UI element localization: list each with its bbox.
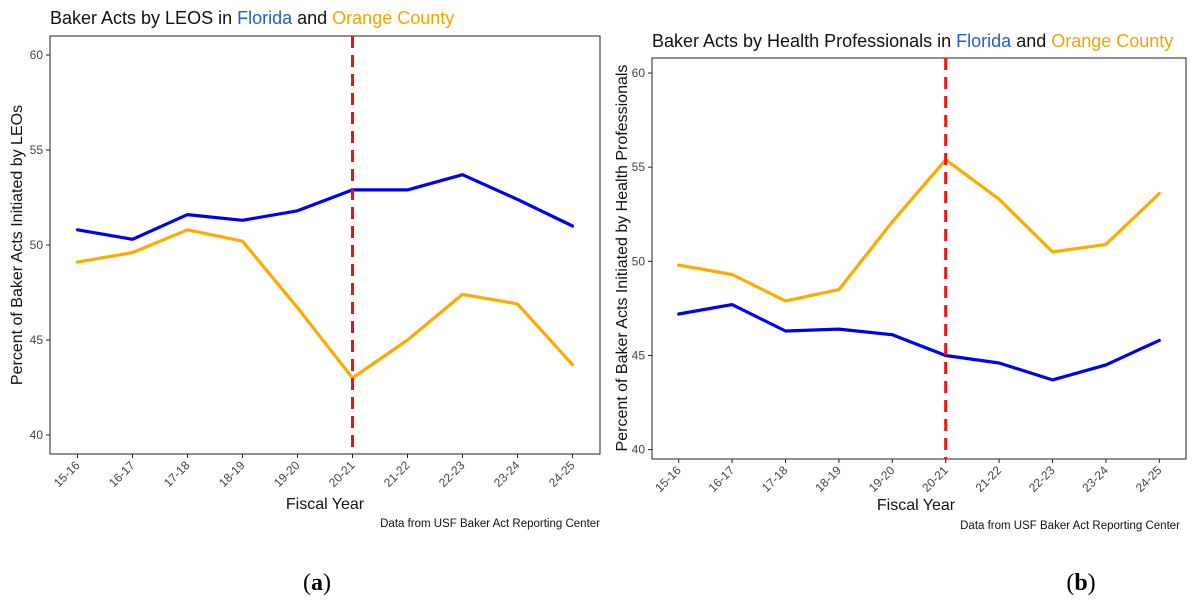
orange-title-word: Orange County: [1051, 31, 1173, 51]
y-tick-label: 40: [30, 428, 44, 442]
source-note: Data from USF Baker Act Reporting Center: [380, 518, 600, 530]
x-tick-label: 19-20: [271, 458, 303, 490]
x-tick-label: 16-17: [106, 458, 138, 490]
y-tick-label: 55: [632, 160, 646, 174]
x-tick-label: 24-25: [546, 458, 578, 490]
panel-label: (a): [303, 570, 331, 596]
florida-title-word: Florida: [956, 31, 1012, 51]
x-tick-label: 17-18: [161, 458, 193, 490]
x-tick-label: 17-18: [759, 463, 791, 495]
y-axis-title: Percent of Baker Acts Initiated by Healt…: [614, 65, 631, 452]
y-tick-label: 50: [30, 238, 44, 252]
panel-a-leos: Baker Acts by LEOS in Florida and Orange…: [9, 8, 601, 596]
x-tick-label: 18-19: [812, 463, 844, 495]
orange-series-line: [677, 158, 1161, 303]
plot-frame: [651, 57, 1187, 460]
x-tick-label: 24-25: [1133, 463, 1165, 495]
x-axis-title: Fiscal Year: [877, 497, 956, 514]
y-tick-label: 45: [30, 333, 44, 347]
y-tick-label: 45: [632, 348, 646, 362]
orange-series-line: [75, 228, 575, 380]
x-tick-label: 21-22: [973, 463, 1005, 495]
y-tick-label: 40: [632, 443, 646, 457]
x-tick-label: 21-22: [381, 458, 413, 490]
x-tick-label: 23-24: [491, 458, 523, 490]
x-axis-title: Fiscal Year: [286, 496, 365, 513]
orange-title-word: Orange County: [332, 8, 454, 28]
x-tick-label: 22-23: [436, 458, 468, 490]
florida-series-line: [75, 173, 575, 241]
chart-title: Baker Acts by Health Professionals in Fl…: [652, 31, 1173, 51]
x-tick-label: 15-16: [51, 458, 83, 490]
y-tick-label: 60: [30, 48, 44, 62]
florida-series-line: [677, 303, 1161, 382]
x-tick-label: 20-21: [919, 463, 951, 495]
y-tick-label: 60: [632, 66, 646, 80]
x-tick-label: 16-17: [706, 463, 738, 495]
panel-label: (b): [1066, 570, 1095, 596]
x-tick-label: 18-19: [216, 458, 248, 490]
y-axis-title: Percent of Baker Acts Initiated by LEOs: [9, 105, 26, 385]
x-tick-label: 22-23: [1026, 463, 1058, 495]
y-tick-label: 55: [30, 143, 44, 157]
plot-frame: [49, 35, 601, 455]
source-note: Data from USF Baker Act Reporting Center: [960, 520, 1180, 532]
panel-b-health-professionals: Baker Acts by Health Professionals in Fl…: [614, 31, 1187, 596]
chart-title: Baker Acts by LEOS in Florida and Orange…: [50, 8, 454, 28]
x-tick-label: 19-20: [866, 463, 898, 495]
x-tick-label: 23-24: [1079, 463, 1111, 495]
florida-title-word: Florida: [237, 8, 293, 28]
x-tick-label: 20-21: [326, 458, 358, 490]
x-tick-label: 15-16: [652, 463, 684, 495]
y-tick-label: 50: [632, 254, 646, 268]
